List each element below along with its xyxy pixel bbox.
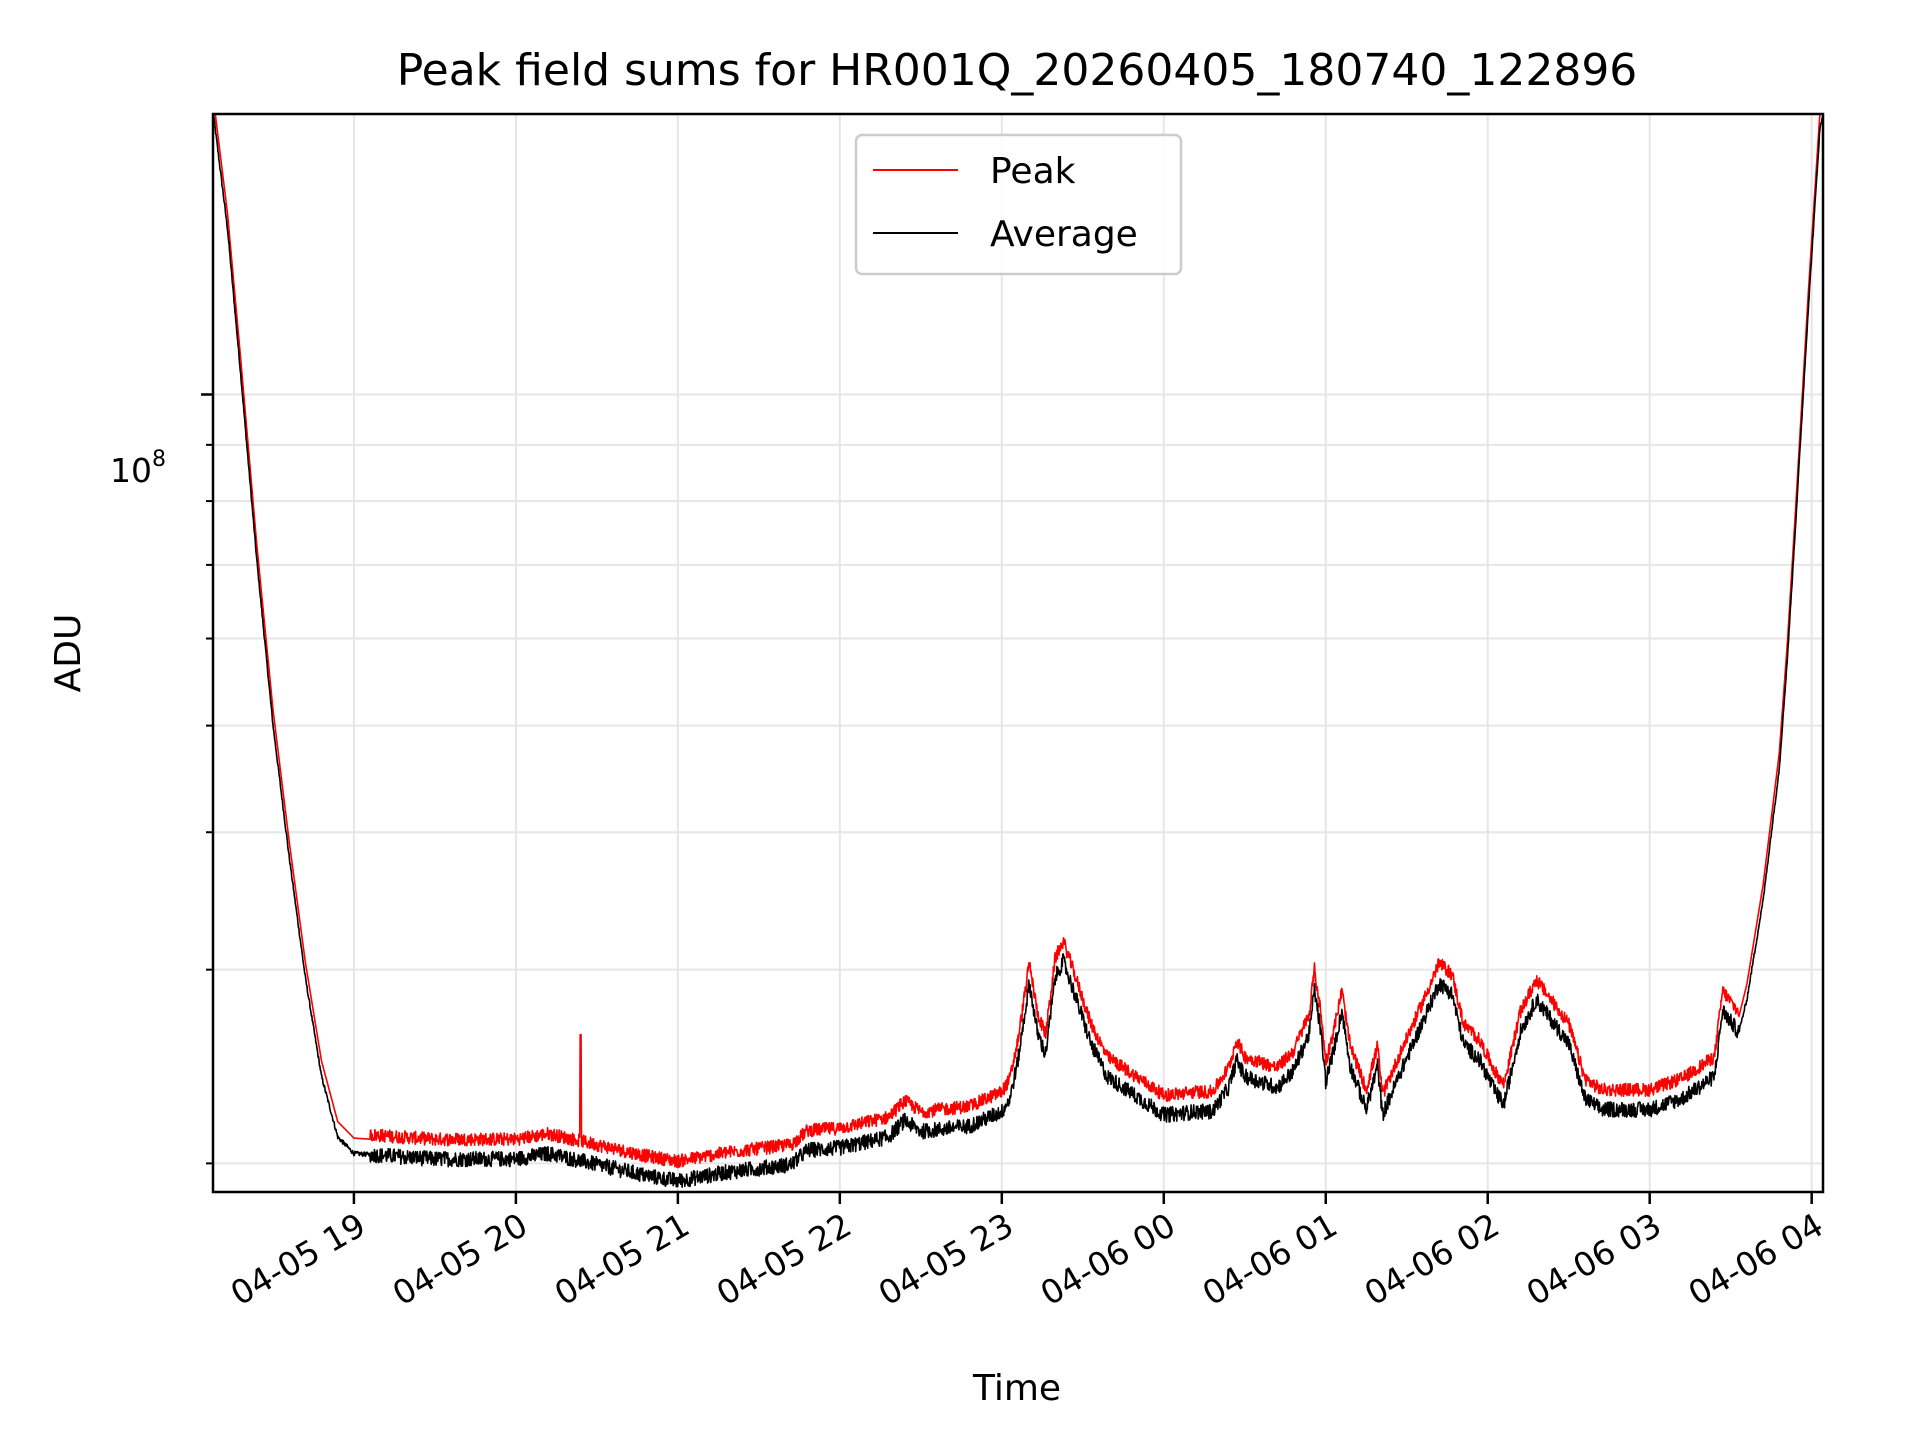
svg-text:108: 108	[110, 447, 166, 490]
series-peak-line	[214, 114, 1821, 1169]
chart-title: Peak field sums for HR001Q_20260405_1807…	[397, 45, 1638, 96]
legend: Peak Average	[854, 133, 1183, 276]
series-average-line	[213, 114, 1823, 1188]
legend-peak-label: Peak	[990, 151, 1076, 192]
series-layer	[213, 114, 1823, 1188]
y-axis-label: ADU	[48, 614, 89, 693]
y-tick-label-1e8: 108	[110, 447, 166, 490]
grid-lines	[213, 114, 1823, 1192]
plot-frame	[211, 112, 1825, 1194]
y-tick-base: 10	[110, 451, 152, 490]
y-tick-exponent: 8	[152, 447, 166, 472]
x-axis-label: Time	[972, 1368, 1061, 1409]
legend-average-label: Average	[990, 214, 1138, 255]
